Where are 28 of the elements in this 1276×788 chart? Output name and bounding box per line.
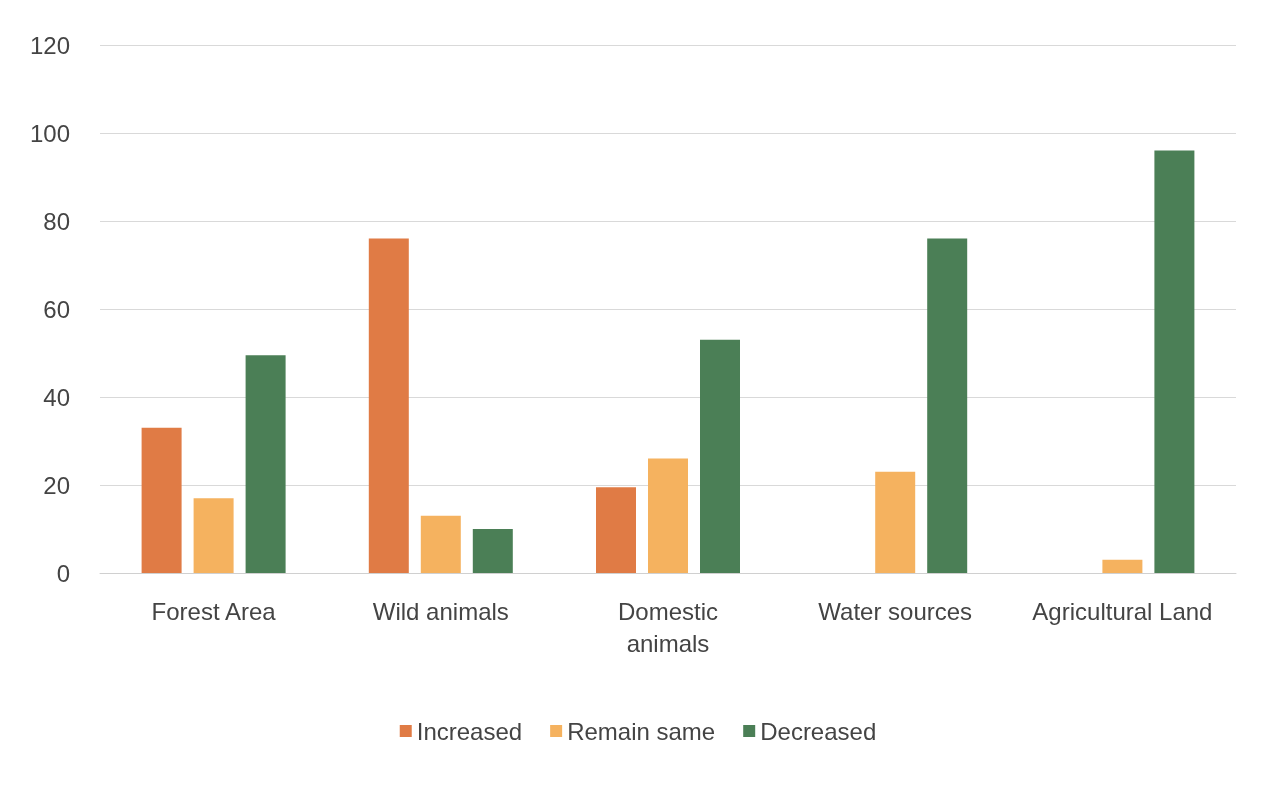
x-tick-label: Agricultural Land — [1032, 597, 1213, 625]
bar — [700, 339, 740, 573]
y-tick-label: 100 — [29, 119, 70, 147]
y-tick-label: 0 — [56, 559, 70, 587]
bar — [596, 487, 636, 573]
bar — [141, 427, 182, 573]
bar — [368, 238, 409, 573]
x-tick-label: Domestic animals — [617, 597, 719, 657]
x-tick-label: Wild animals — [372, 597, 509, 625]
y-tick-label: 80 — [43, 207, 70, 235]
y-tick-label: 20 — [43, 471, 70, 499]
y-tick-label: 40 — [43, 383, 70, 411]
bar — [875, 471, 916, 573]
bar — [927, 238, 968, 573]
x-tick-label: Forest Area — [151, 597, 277, 625]
bar — [1154, 150, 1195, 573]
x-tick-label: Water sources — [818, 597, 973, 625]
legend-label: Remain same — [567, 717, 716, 745]
bar — [1102, 559, 1143, 573]
bar — [472, 529, 513, 573]
legend-label: Decreased — [760, 717, 877, 745]
legend-label: Increased — [416, 717, 523, 745]
bar — [193, 498, 234, 573]
y-tick-label: 60 — [43, 295, 70, 323]
bar — [245, 355, 286, 573]
y-tick-label: 120 — [29, 31, 70, 59]
bar — [648, 458, 688, 573]
bar — [420, 515, 461, 573]
